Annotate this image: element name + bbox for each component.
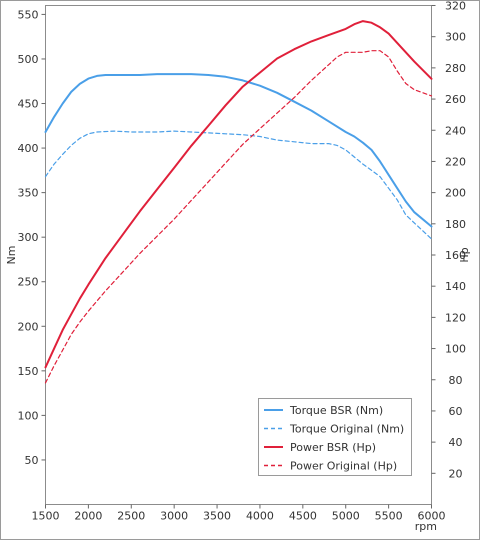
x-axis-title: rpm: [415, 520, 437, 533]
series-line-4: [44, 50, 433, 384]
y-right-tick-label: 260: [445, 93, 466, 106]
y-right-tick-label: 160: [445, 249, 466, 262]
x-axis-ticks: 1500 2000 2500 3000 3500 4000 4500 5000 5500 6000: [32, 504, 446, 523]
y-right-tick-label: 240: [445, 124, 466, 137]
y-right-tick-label: 300: [445, 31, 466, 44]
x-tick-label: 3000: [160, 510, 188, 523]
y-axis-right-title: Hp: [458, 247, 471, 262]
x-tick-label: 4500: [289, 510, 317, 523]
y-right-tick-label: 200: [445, 187, 466, 200]
y-axis-right-ticks: 20 40 60 80 100 120 140 160 180 200 220 240 260 280 30…: [431, 0, 466, 480]
y-left-tick-label: 450: [18, 98, 39, 111]
y-axis-left-ticks: 50 100 150 200 250 300 350 400 450 500 550: [18, 8, 46, 467]
legend: Torque BSR (Nm) Torque Original (Nm) Power…: [258, 398, 412, 476]
y-axis-left-title: Nm: [5, 246, 18, 265]
y-left-tick-label: 550: [18, 8, 39, 21]
legend-box: [258, 398, 412, 476]
y-right-tick-label: 100: [445, 343, 466, 356]
x-tick-label: 3500: [203, 510, 231, 523]
y-right-tick-label: 140: [445, 280, 466, 293]
y-left-tick-label: 500: [18, 53, 39, 66]
x-tick-label: 6000: [418, 510, 446, 523]
y-left-tick-label: 250: [18, 276, 39, 289]
x-tick-label: 4000: [246, 510, 274, 523]
y-right-tick-label: 320: [445, 0, 466, 13]
y-left-tick-label: 400: [18, 142, 39, 155]
y-right-tick-label: 20: [449, 467, 463, 480]
y-right-tick-label: 60: [449, 405, 463, 418]
series-line-1: [44, 73, 433, 228]
legend-label-2: Torque Original (Nm): [289, 423, 404, 436]
legend-label-4: Power Original (Hp): [290, 460, 397, 473]
x-tick-label: 1500: [32, 510, 60, 523]
y-right-tick-label: 80: [449, 374, 463, 387]
y-right-tick-label: 220: [445, 155, 466, 168]
y-right-tick-label: 120: [445, 311, 466, 324]
y-left-tick-label: 350: [18, 187, 39, 200]
y-right-tick-label: 40: [449, 436, 463, 449]
y-left-tick-label: 300: [18, 231, 39, 244]
y-right-tick-label: 280: [445, 62, 466, 75]
legend-label-3: Power BSR (Hp): [290, 441, 376, 454]
x-tick-label: 5000: [332, 510, 360, 523]
y-right-tick-label: 180: [445, 218, 466, 231]
y-left-tick-label: 200: [18, 320, 39, 333]
x-tick-label: 5500: [375, 510, 403, 523]
y-left-tick-label: 150: [18, 365, 39, 378]
x-tick-label: 2000: [74, 510, 102, 523]
legend-label-1: Torque BSR (Nm): [289, 404, 383, 417]
y-left-tick-label: 50: [25, 454, 39, 467]
x-tick-label: 2500: [117, 510, 145, 523]
series-line-3: [44, 20, 433, 369]
series-group: [44, 20, 433, 384]
legend-items: Torque BSR (Nm) Torque Original (Nm) Power…: [264, 404, 404, 473]
y-left-tick-label: 100: [18, 409, 39, 422]
series-line-2: [44, 130, 433, 240]
